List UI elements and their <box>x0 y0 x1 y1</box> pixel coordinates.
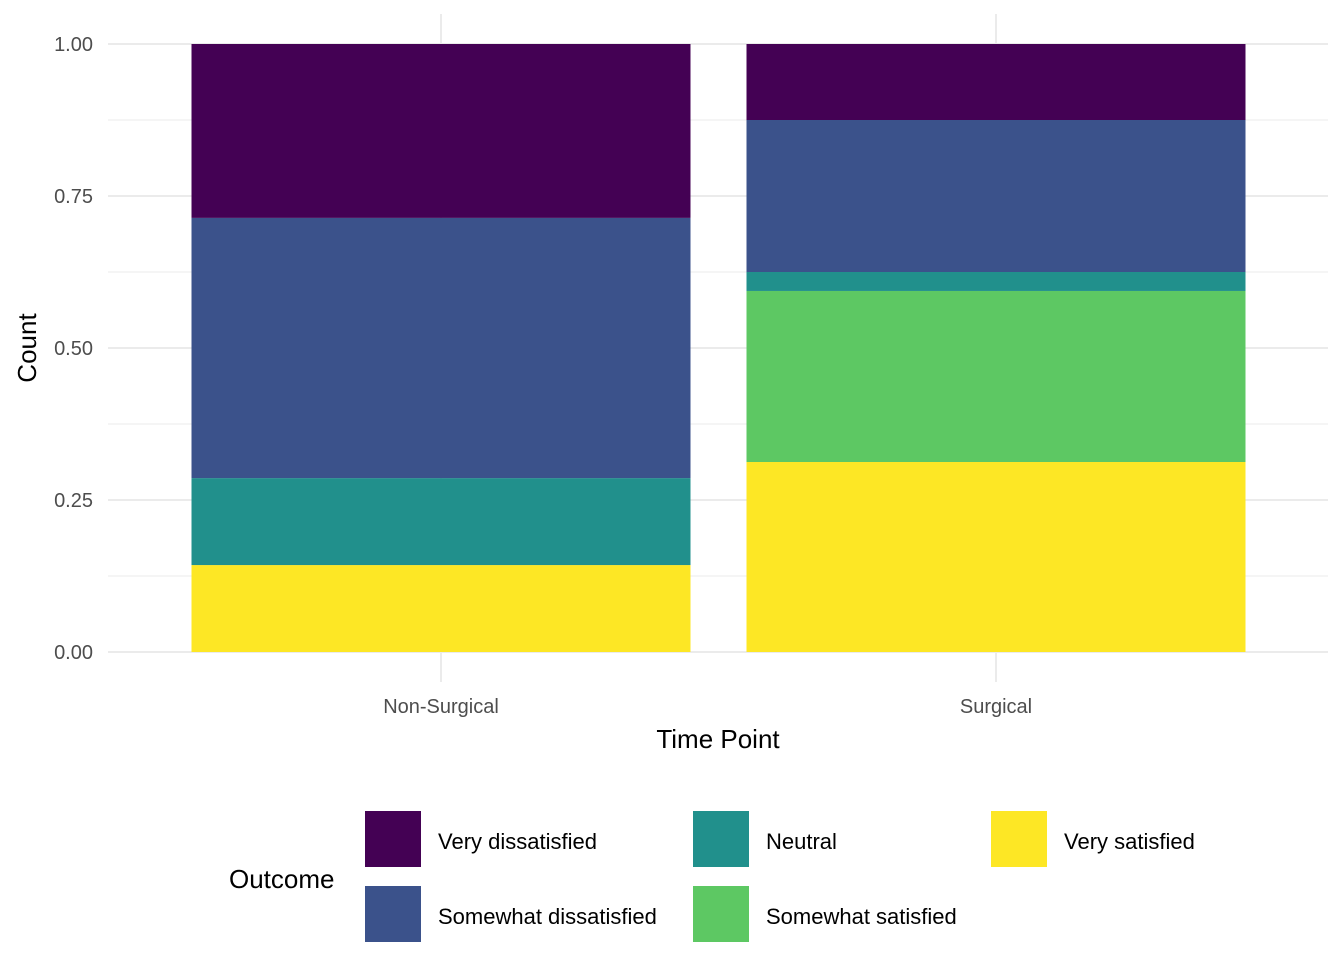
legend-item: Very dissatisfied <box>365 811 597 867</box>
x-axis-ticks: Non-Surgical Surgical <box>383 696 1032 718</box>
bar-segment-non-surgical-somewhat-dissatisfied <box>191 217 691 479</box>
bar-segment-surgical-very-satisfied <box>746 462 1246 652</box>
legend-swatch <box>365 811 421 867</box>
legend-label: Somewhat dissatisfied <box>438 904 657 929</box>
legend-title: Outcome <box>229 864 335 894</box>
y-axis-ticks: 0.00 0.25 0.50 0.75 1.00 <box>54 34 93 664</box>
bar-segment-surgical-neutral <box>746 272 1246 291</box>
legend-label: Neutral <box>766 829 837 854</box>
y-tick-label: 1.00 <box>54 34 93 56</box>
y-axis-title: Count <box>12 313 42 383</box>
bars <box>191 44 1246 652</box>
bar-segment-non-surgical-very-dissatisfied <box>191 44 691 218</box>
y-tick-label: 0.50 <box>54 338 93 360</box>
legend-label: Somewhat satisfied <box>766 904 957 929</box>
legend-label: Very satisfied <box>1064 829 1195 854</box>
legend-label: Very dissatisfied <box>438 829 597 854</box>
bar-segment-surgical-somewhat-dissatisfied <box>746 120 1246 272</box>
legend: Outcome Very dissatisfied Somewhat dissat… <box>229 811 1195 942</box>
bar-segment-non-surgical-neutral <box>191 478 691 566</box>
x-axis-title: Time Point <box>656 724 780 754</box>
legend-swatch <box>693 811 749 867</box>
legend-item: Somewhat dissatisfied <box>365 886 657 942</box>
y-tick-label: 0.25 <box>54 490 93 512</box>
legend-item: Very satisfied <box>991 811 1195 867</box>
y-tick-label: 0.75 <box>54 186 93 208</box>
bar-segment-non-surgical-very-satisfied <box>191 565 691 652</box>
legend-item: Somewhat satisfied <box>693 886 957 942</box>
bar-segment-surgical-very-dissatisfied <box>746 44 1246 120</box>
x-tick-label: Non-Surgical <box>383 696 499 718</box>
x-tick-label: Surgical <box>960 696 1032 718</box>
legend-swatch <box>693 886 749 942</box>
legend-swatch <box>991 811 1047 867</box>
y-tick-label: 0.00 <box>54 642 93 664</box>
legend-item: Neutral <box>693 811 837 867</box>
legend-swatch <box>365 886 421 942</box>
bar-segment-surgical-somewhat-satisfied <box>746 290 1246 462</box>
